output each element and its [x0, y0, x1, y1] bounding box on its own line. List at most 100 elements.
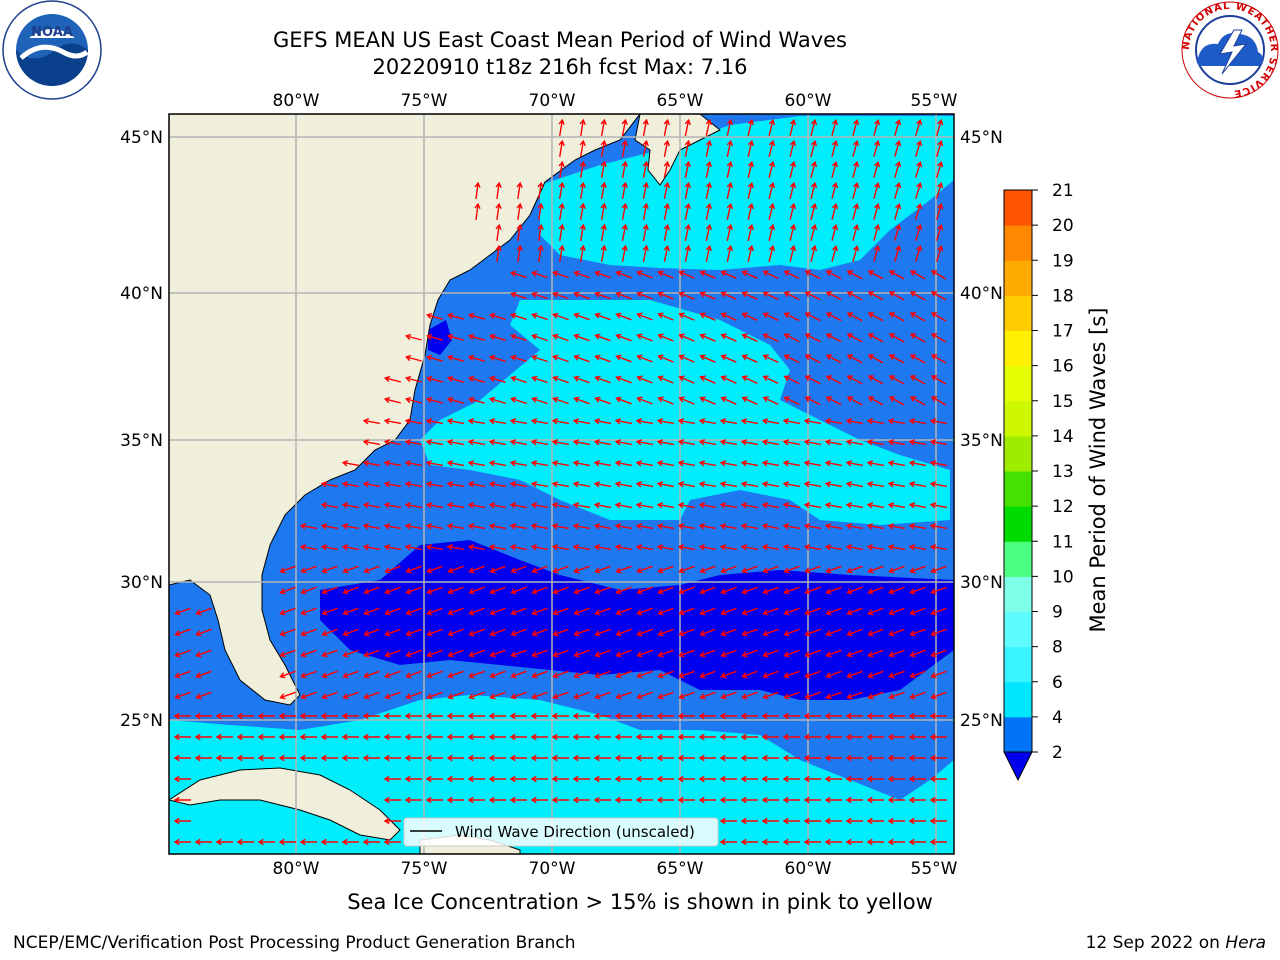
wind-wave-arrow [705, 139, 712, 157]
wind-wave-arrow [867, 312, 884, 322]
wind-wave-arrow [678, 691, 695, 700]
wind-wave-arrow [488, 418, 507, 425]
wind-wave-arrow [426, 396, 443, 404]
wind-wave-arrow [762, 312, 779, 322]
wind-wave-arrow [740, 523, 759, 530]
wind-wave-arrow [867, 375, 884, 385]
wind-wave-arrow [656, 775, 674, 783]
wind-wave-arrow [804, 333, 821, 343]
lat-tick-right: 40°N [960, 284, 1003, 304]
wind-wave-arrow [825, 375, 842, 385]
wind-wave-arrow [761, 775, 779, 783]
wind-wave-arrow [615, 607, 632, 616]
wind-wave-arrow [803, 712, 821, 720]
wind-wave-arrow [615, 375, 632, 384]
wind-wave-arrow [824, 460, 843, 467]
wind-wave-arrow [488, 733, 506, 741]
map-legend: Wind Wave Direction (unscaled) [403, 817, 719, 847]
wind-wave-arrow [405, 586, 422, 595]
wind-wave-arrow [930, 649, 947, 658]
wind-wave-arrow [321, 670, 338, 679]
wind-wave-arrow [551, 712, 569, 720]
lat-tick-left: 45°N [120, 128, 163, 148]
wind-wave-arrow [698, 712, 716, 720]
wind-wave-arrow [425, 523, 444, 530]
wind-wave-arrow [852, 245, 860, 262]
wind-wave-arrow [824, 523, 843, 530]
wind-wave-arrow [488, 354, 506, 362]
wind-wave-arrow [426, 354, 443, 362]
wind-wave-arrow [447, 670, 464, 679]
wind-wave-arrow [741, 312, 758, 321]
wind-wave-arrow [804, 270, 821, 280]
wind-wave-arrow [866, 775, 884, 783]
wind-wave-arrow [677, 733, 695, 741]
wind-wave-arrow [887, 817, 905, 825]
lat-ticks-right: 45°N 40°N 35°N 30°N 25°N [960, 128, 1003, 731]
wind-wave-arrow [572, 418, 591, 425]
wind-wave-arrow [615, 565, 632, 574]
wind-wave-arrow [936, 118, 944, 136]
wind-wave-arrow [635, 544, 654, 551]
wind-wave-arrow [279, 565, 296, 574]
wind-wave-arrow [824, 502, 843, 509]
wind-wave-arrow [887, 754, 905, 762]
wind-wave-arrow [705, 181, 712, 199]
wind-wave-arrow [404, 375, 422, 383]
wind-wave-arrow [447, 628, 464, 637]
wind-wave-arrow [489, 586, 506, 595]
wind-wave-arrow [678, 586, 695, 595]
wind-wave-arrow [657, 586, 674, 595]
lon-ticks-bottom: 80°W 75°W 70°W 65°W 60°W 55°W [273, 859, 958, 879]
wind-wave-arrow [873, 203, 881, 220]
wind-wave-arrow [824, 481, 843, 488]
wind-wave-arrow [173, 775, 191, 783]
wind-wave-arrow [516, 244, 523, 263]
wind-wave-arrow [573, 565, 590, 574]
colorbar-segment [1004, 541, 1032, 577]
wind-wave-arrow [684, 139, 691, 157]
wind-wave-arrow [572, 439, 591, 446]
wind-wave-arrow [467, 481, 486, 488]
wind-wave-arrow [720, 691, 737, 700]
wind-wave-arrow [768, 223, 776, 241]
wind-wave-arrow [867, 396, 884, 406]
wind-wave-arrow [300, 670, 317, 679]
wind-wave-arrow [425, 502, 444, 509]
wind-wave-arrow [600, 181, 607, 200]
wind-wave-arrow [845, 817, 863, 825]
wind-wave-arrow [789, 223, 797, 241]
wind-wave-arrow [489, 649, 506, 658]
wind-wave-arrow [572, 754, 590, 762]
wind-wave-arrow [447, 333, 464, 341]
wind-wave-arrow [741, 649, 758, 658]
wind-wave-arrow [762, 628, 779, 637]
wind-wave-arrow [405, 628, 422, 637]
wind-wave-arrow [699, 586, 716, 595]
colorbar-segment [1004, 365, 1032, 402]
land-north-america [169, 114, 641, 706]
wind-wave-arrow [846, 565, 863, 574]
wind-wave-arrow [341, 733, 359, 741]
wind-wave-arrow [404, 733, 422, 741]
wind-wave-arrow [803, 754, 821, 762]
wind-wave-arrow [600, 244, 607, 263]
wind-wave-arrow [720, 565, 737, 574]
wind-wave-arrow [509, 502, 528, 509]
wind-wave-arrow [195, 607, 212, 616]
wind-wave-arrow [621, 223, 628, 242]
wind-wave-arrow [740, 418, 759, 425]
wind-wave-arrow [887, 481, 906, 488]
wind-wave-arrow [698, 544, 717, 551]
wind-wave-arrow [594, 586, 611, 595]
wind-wave-arrow [342, 607, 359, 616]
wind-wave-arrow [657, 628, 674, 637]
wind-wave-arrow [579, 160, 586, 179]
wind-wave-arrow [663, 223, 670, 241]
wind-wave-arrow [614, 796, 632, 804]
wind-wave-arrow [783, 312, 800, 322]
wind-wave-arrow [888, 396, 905, 406]
wind-wave-arrow [509, 712, 527, 720]
wind-wave-arrow [600, 202, 607, 221]
wind-wave-arrow [825, 691, 842, 700]
